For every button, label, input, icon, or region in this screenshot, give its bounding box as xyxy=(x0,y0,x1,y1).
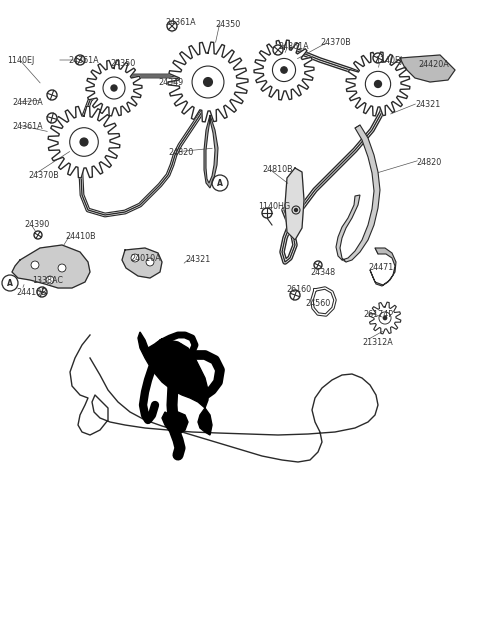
Text: 24348: 24348 xyxy=(310,268,335,277)
Text: 24361A: 24361A xyxy=(278,42,309,51)
Text: 21312A: 21312A xyxy=(362,338,393,347)
Polygon shape xyxy=(162,412,188,435)
Polygon shape xyxy=(12,245,90,288)
Circle shape xyxy=(374,81,382,88)
Circle shape xyxy=(34,231,42,239)
Text: 24810B: 24810B xyxy=(262,165,293,174)
Polygon shape xyxy=(48,106,120,178)
Text: 24010A: 24010A xyxy=(130,254,161,263)
Polygon shape xyxy=(285,168,304,240)
Circle shape xyxy=(46,276,54,284)
Polygon shape xyxy=(346,52,410,116)
Circle shape xyxy=(58,264,66,272)
Circle shape xyxy=(75,55,85,65)
Polygon shape xyxy=(369,302,401,334)
Circle shape xyxy=(111,85,117,91)
Text: 24560: 24560 xyxy=(305,299,330,308)
Polygon shape xyxy=(122,248,162,278)
Text: A: A xyxy=(217,178,223,187)
Text: 24361A: 24361A xyxy=(12,122,43,131)
Text: 1140HG: 1140HG xyxy=(258,202,290,211)
Circle shape xyxy=(47,113,57,123)
Text: 24410B: 24410B xyxy=(65,232,96,241)
Circle shape xyxy=(167,21,177,31)
Text: 24820: 24820 xyxy=(416,158,441,167)
Circle shape xyxy=(373,53,383,63)
Text: 24390: 24390 xyxy=(24,220,49,229)
Circle shape xyxy=(290,290,300,300)
Text: A: A xyxy=(7,279,13,288)
Polygon shape xyxy=(400,55,455,82)
Text: 24370B: 24370B xyxy=(28,171,59,180)
Circle shape xyxy=(262,208,272,218)
Text: 24321: 24321 xyxy=(185,255,210,264)
Text: 24361A: 24361A xyxy=(165,18,196,27)
Circle shape xyxy=(281,67,287,73)
Polygon shape xyxy=(336,125,380,262)
Circle shape xyxy=(80,138,88,146)
Text: 24820: 24820 xyxy=(168,148,193,157)
Circle shape xyxy=(204,77,212,86)
Polygon shape xyxy=(254,40,314,100)
Circle shape xyxy=(273,45,283,55)
Circle shape xyxy=(31,261,39,269)
Circle shape xyxy=(146,258,154,266)
Text: 24420A: 24420A xyxy=(418,60,449,69)
Text: 24361A: 24361A xyxy=(68,56,98,65)
Text: 26174P: 26174P xyxy=(363,310,393,319)
Text: 24370B: 24370B xyxy=(320,38,351,47)
Circle shape xyxy=(37,287,47,297)
Polygon shape xyxy=(86,60,142,116)
Polygon shape xyxy=(370,248,396,286)
Polygon shape xyxy=(138,332,212,435)
Circle shape xyxy=(47,90,57,100)
Circle shape xyxy=(131,254,139,262)
Circle shape xyxy=(295,208,298,211)
Text: 1338AC: 1338AC xyxy=(32,276,63,285)
Text: 24471: 24471 xyxy=(368,263,393,272)
Text: 24420A: 24420A xyxy=(12,98,43,107)
Polygon shape xyxy=(204,115,218,188)
Text: 24350: 24350 xyxy=(215,20,240,29)
Text: 24349: 24349 xyxy=(158,78,183,87)
Text: 24321: 24321 xyxy=(415,100,440,109)
Text: 24410B: 24410B xyxy=(16,288,47,297)
Circle shape xyxy=(384,316,387,319)
Text: 1140EJ: 1140EJ xyxy=(7,56,34,65)
Circle shape xyxy=(314,261,322,269)
Polygon shape xyxy=(168,42,248,122)
Text: 24350: 24350 xyxy=(110,59,135,68)
Text: 26160: 26160 xyxy=(286,285,311,294)
Text: 1140EJ: 1140EJ xyxy=(375,56,402,65)
